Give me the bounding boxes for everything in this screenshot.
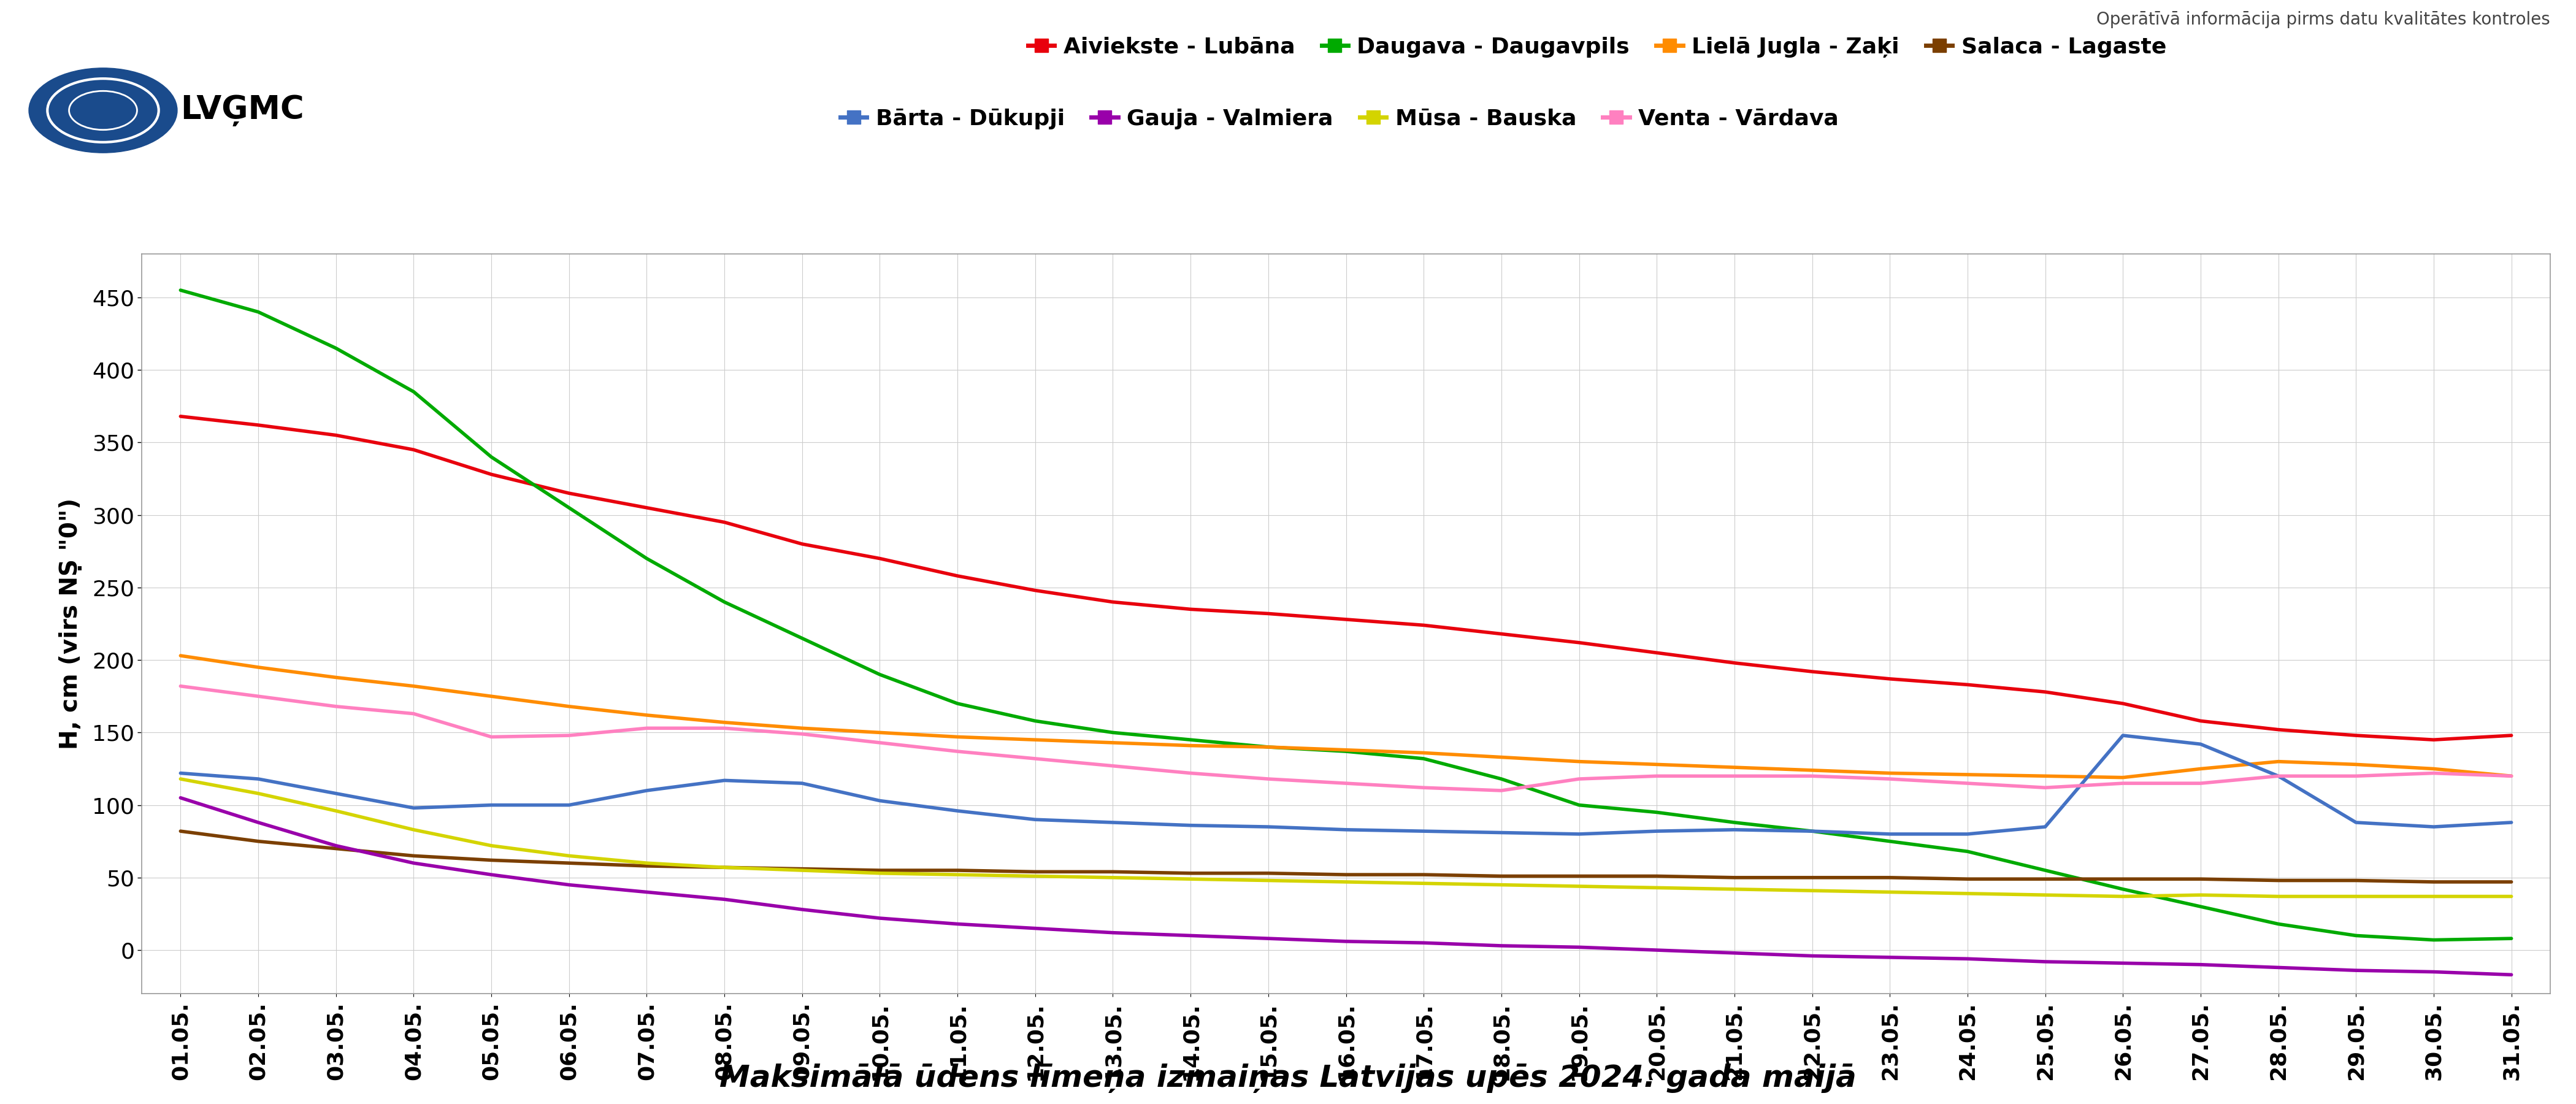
- Text: LVĢMC: LVĢMC: [180, 95, 304, 126]
- Text: Operātīvā informācija pirms datu kvalitātes kontroles: Operātīvā informācija pirms datu kvalitā…: [2097, 11, 2550, 29]
- Legend: Bārta - Dūkupji, Gauja - Valmiera, Mūsa - Bauska, Venta - Vārdava: Bārta - Dūkupji, Gauja - Valmiera, Mūsa …: [832, 99, 1847, 138]
- Circle shape: [28, 68, 178, 152]
- Legend: Aiviekste - Lubāna, Daugava - Daugavpils, Lielā Jugla - Zaķi, Salaca - Lagaste: Aiviekste - Lubāna, Daugava - Daugavpils…: [1020, 28, 2174, 66]
- Text: Maksimālā ūdens līmeņa izmaiņas Latvijas upēs 2024. gada maijā: Maksimālā ūdens līmeņa izmaiņas Latvijas…: [719, 1063, 1857, 1093]
- Y-axis label: H, cm (virs NṢ "0"): H, cm (virs NṢ "0"): [59, 498, 82, 750]
